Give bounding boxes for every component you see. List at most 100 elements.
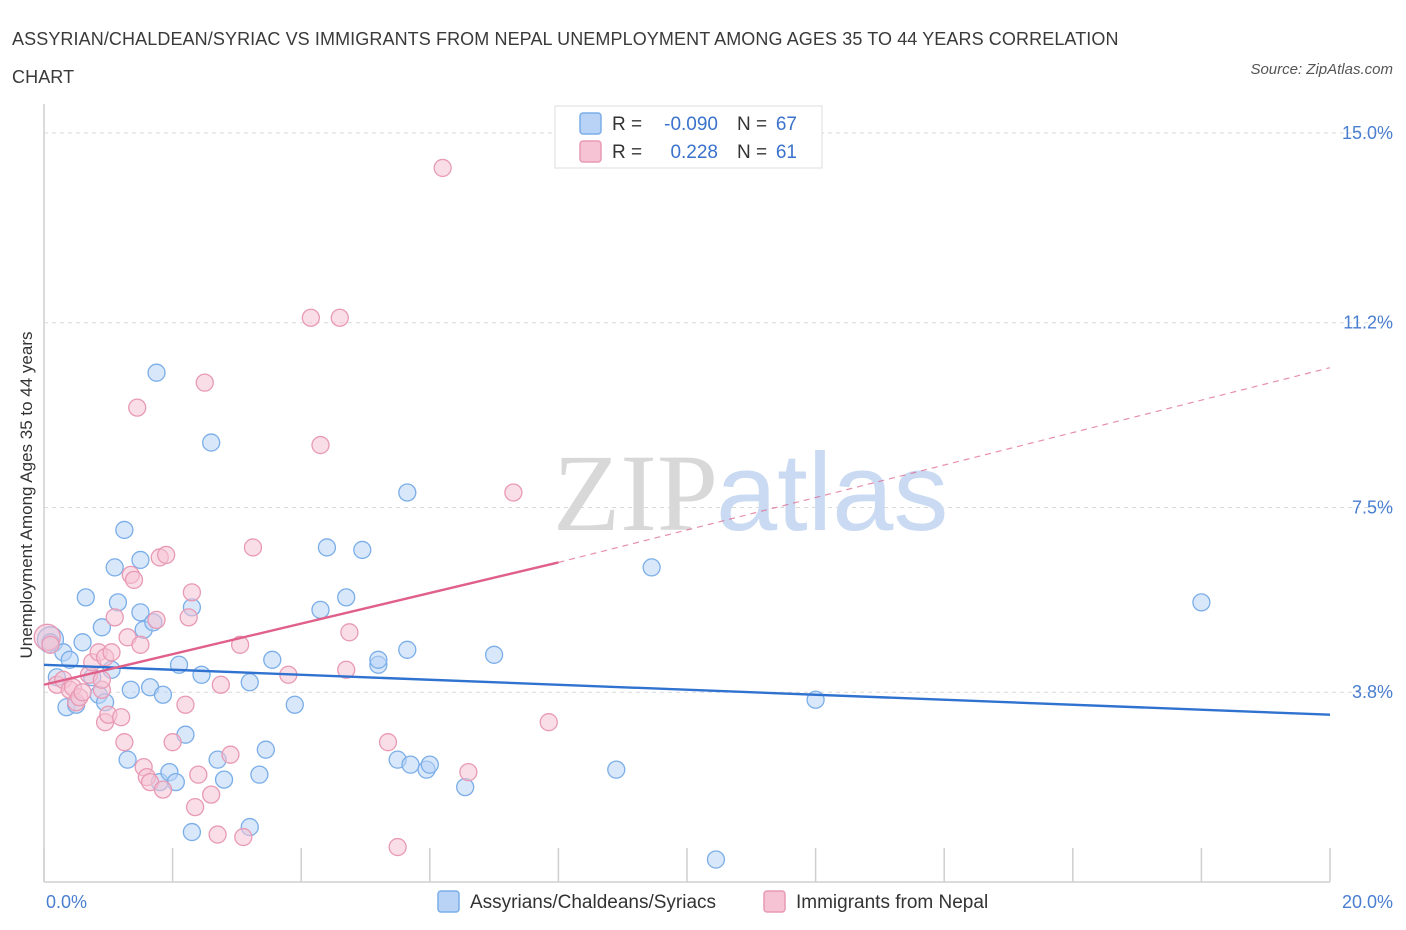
point-series-0-51 — [398, 483, 417, 502]
point-series-0-15 — [108, 593, 128, 612]
point-series-1-36 — [182, 583, 202, 602]
legend-bottom-label-nepal: Immigrants from Nepal — [796, 892, 988, 913]
point-series-0-43 — [311, 600, 330, 620]
point-series-1-55 — [433, 158, 452, 178]
point-series-1-19 — [112, 708, 131, 727]
point-series-1-34 — [176, 695, 195, 714]
trend-lines — [43, 367, 1331, 716]
point-series-1-52 — [340, 623, 359, 642]
point-series-1-20 — [115, 733, 134, 752]
legend-swatch-nepal — [579, 140, 602, 163]
series-legend: Assyrians/Chaldeans/Syriacs Immigrants f… — [437, 890, 988, 913]
axes: 3.8% 7.5% 11.2% 15.0% 0.0% 20.0% — [43, 104, 1393, 912]
point-series-0-17 — [118, 750, 137, 769]
point-series-1-17 — [102, 643, 121, 662]
point-series-0-44 — [317, 538, 337, 557]
point-series-1-43 — [221, 745, 240, 764]
point-series-0-40 — [256, 740, 275, 759]
point-series-0-14 — [105, 558, 124, 577]
point-series-1-45 — [234, 827, 253, 847]
point-series-1-37 — [185, 797, 205, 817]
point-series-1-50 — [330, 308, 349, 327]
y-tick-label-1: 7.5% — [1352, 497, 1393, 517]
point-series-1-31 — [153, 780, 173, 799]
data-points — [33, 158, 1211, 869]
point-series-1-38 — [189, 765, 208, 784]
legend-bottom-swatch-nepal — [763, 890, 786, 913]
point-series-1-41 — [208, 825, 227, 844]
point-series-0-34 — [202, 433, 221, 452]
point-series-1-53 — [378, 733, 398, 752]
watermark-atlas: atlas — [716, 431, 948, 554]
legend-n-value-2: 61 — [776, 142, 797, 163]
point-series-0-59 — [706, 850, 726, 869]
point-series-1-46 — [243, 538, 263, 557]
point-series-0-41 — [263, 650, 282, 669]
stats-legend: R = -0.090 N = 67 R = 0.228 N = 61 — [554, 105, 823, 169]
point-series-1-29 — [147, 610, 166, 629]
point-series-0-36 — [214, 770, 234, 789]
point-series-1-33 — [163, 733, 182, 752]
point-series-1-23 — [124, 570, 144, 590]
point-series-0-24 — [147, 363, 166, 382]
point-series-0-5 — [60, 650, 79, 669]
legend-bottom-swatch-assyrian — [437, 890, 460, 913]
point-series-1-1 — [41, 635, 60, 654]
point-series-0-48 — [369, 650, 388, 669]
point-series-0-56 — [484, 645, 504, 664]
point-series-0-16 — [115, 520, 134, 540]
point-series-0-11 — [92, 618, 112, 637]
point-series-0-20 — [131, 603, 150, 622]
point-series-0-45 — [337, 588, 356, 607]
point-series-0-54 — [420, 755, 439, 774]
legend-r-value-1: -0.090 — [664, 114, 718, 135]
point-series-0-42 — [285, 695, 304, 714]
point-series-0-61 — [1192, 593, 1211, 612]
point-series-1-25 — [131, 635, 150, 654]
x-tick-label-1: 20.0% — [1342, 892, 1393, 912]
legend-n-value-1: 67 — [776, 114, 797, 135]
point-series-1-8 — [73, 683, 92, 702]
trend-line-0 — [43, 663, 1331, 716]
trend-line-1 — [43, 561, 559, 686]
point-series-1-57 — [504, 483, 523, 502]
point-series-0-7 — [73, 633, 92, 652]
x-tick-label-0: 0.0% — [46, 892, 87, 912]
point-series-1-56 — [459, 762, 478, 782]
point-series-1-14 — [92, 670, 112, 689]
legend-bottom-label-assyrian: Assyrians/Chaldeans/Syriacs — [470, 892, 716, 913]
point-series-1-32 — [157, 545, 176, 565]
legend-r-value-2: 0.228 — [670, 142, 718, 163]
y-axis-label: Unemployment Among Ages 35 to 44 years — [17, 332, 36, 659]
point-series-0-39 — [250, 765, 269, 784]
point-series-0-58 — [642, 558, 661, 577]
legend-n-label-1: N = — [737, 114, 767, 135]
point-series-0-57 — [607, 760, 626, 779]
point-series-1-42 — [211, 675, 230, 694]
watermark-zip: ZIP — [553, 432, 718, 554]
point-series-0-26 — [153, 685, 173, 704]
y-tick-label-3: 15.0% — [1342, 123, 1393, 143]
point-series-0-55 — [456, 777, 475, 797]
point-series-1-24 — [128, 398, 147, 417]
point-series-0-33 — [192, 665, 211, 684]
point-series-0-8 — [76, 588, 95, 607]
gridlines — [44, 132, 1390, 693]
point-series-1-49 — [311, 435, 330, 455]
point-series-0-46 — [353, 540, 372, 560]
point-series-1-35 — [179, 608, 198, 627]
point-series-1-48 — [301, 308, 320, 327]
legend-swatch-assyrian — [579, 112, 602, 135]
legend-n-label-2: N = — [737, 142, 767, 163]
legend-r-label-2: R = — [612, 142, 642, 163]
point-series-1-44 — [230, 635, 250, 654]
point-series-1-58 — [539, 713, 558, 732]
point-series-0-32 — [182, 822, 202, 842]
trend-line-dashed-1 — [558, 367, 1331, 564]
point-series-0-52 — [401, 755, 420, 774]
watermark: ZIP atlas — [553, 431, 948, 554]
point-series-0-37 — [240, 673, 259, 692]
point-series-1-18 — [105, 608, 124, 627]
point-series-1-39 — [195, 373, 214, 392]
